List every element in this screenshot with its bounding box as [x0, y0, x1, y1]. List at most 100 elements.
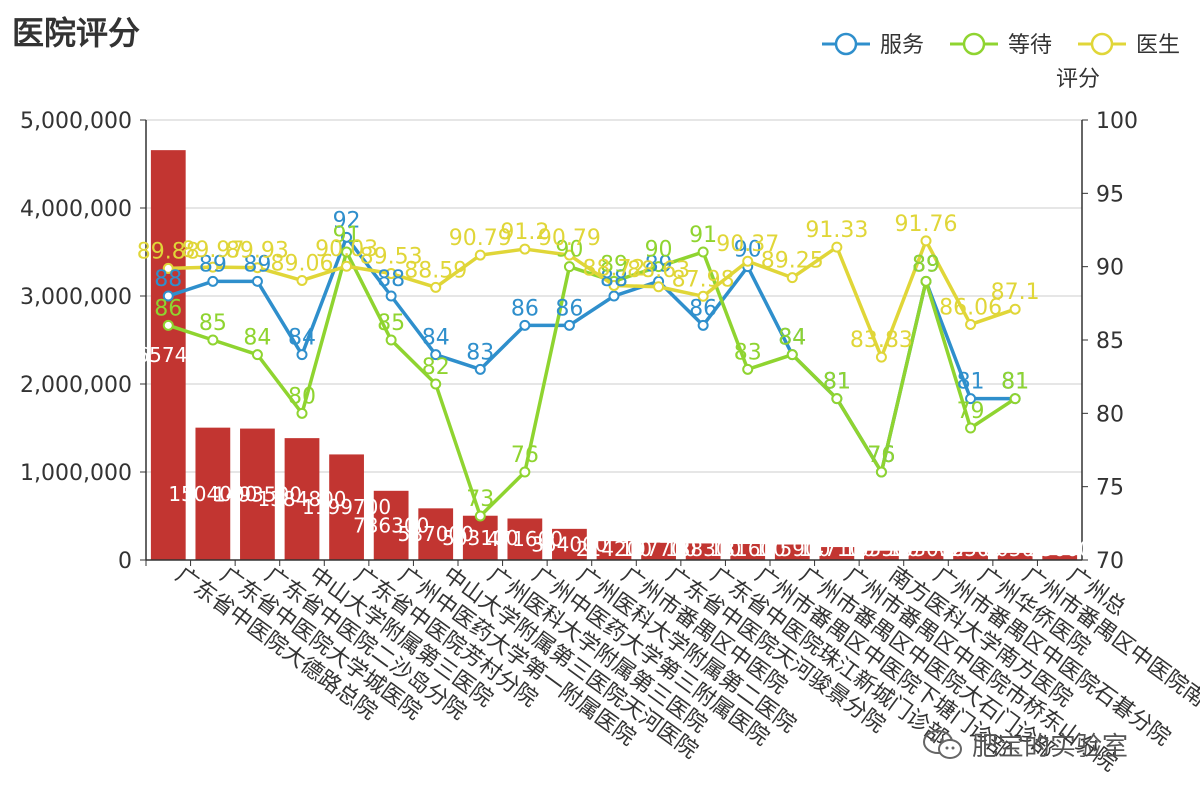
series-point-label: 89.97: [181, 238, 244, 263]
axes: 0 1,000,000 2,000,000 3,000,000 4,000,000 5,0…: [20, 67, 1138, 574]
bar-label: 55000: [1028, 537, 1092, 561]
series-point: [162, 290, 174, 302]
series-point: [519, 243, 531, 255]
series-point-label: 90.37: [716, 232, 779, 257]
y-tick-label: 1,000,000: [20, 461, 132, 486]
series-point: [207, 334, 219, 346]
series-point: [474, 363, 486, 375]
series-point: [474, 510, 486, 522]
series-point-label: 76: [867, 443, 895, 468]
y2-tick-label: 100: [1096, 109, 1138, 134]
series-point: [251, 262, 263, 274]
bar: [240, 428, 275, 560]
series-point-label: 90: [645, 238, 673, 263]
series-point: [251, 275, 263, 287]
y-tick-label: 2,000,000: [20, 373, 132, 398]
series-point-label: 89: [199, 252, 227, 277]
bar-label: 503100: [442, 526, 518, 550]
bar: [641, 542, 676, 560]
series-point-label: 86: [555, 296, 583, 321]
series-point: [697, 290, 709, 302]
bar: [819, 547, 855, 560]
y-tick-label: 4,000,000: [20, 197, 132, 222]
series-point: [162, 262, 174, 274]
page-title: 医院评分: [12, 14, 141, 52]
series-point: [653, 281, 665, 293]
series-point: [296, 274, 308, 286]
y2-tick-label: 95: [1096, 182, 1124, 207]
series-point-label: 88: [600, 267, 628, 292]
series-point-label: 85: [199, 311, 227, 336]
bar-label: 105500: [843, 537, 919, 561]
line-series: [162, 231, 1021, 522]
watermark: 肥宝的实验室: [922, 726, 1128, 763]
series-point: [965, 422, 977, 434]
series-point-label: 90: [555, 238, 583, 263]
bar-label: 587000: [398, 522, 474, 546]
series-point: [831, 241, 843, 253]
series-point-label: 87.1: [991, 280, 1040, 305]
series-point-label: 85: [377, 311, 405, 336]
y2-tick-label: 85: [1096, 329, 1124, 354]
series-point: [1009, 393, 1021, 405]
series-point-label: 89: [243, 252, 271, 277]
bar-label: 80500: [983, 537, 1047, 561]
series-point-label: 89.25: [761, 249, 824, 274]
series-point: [296, 407, 308, 419]
bar: [997, 552, 1033, 560]
series-point: [207, 275, 219, 287]
bar-label: 471600: [487, 527, 563, 551]
y-tick-label: 3,000,000: [20, 285, 132, 310]
bar-label: 214200: [576, 537, 652, 561]
series-point-label: 88: [377, 267, 405, 292]
series-point-label: 88.59: [404, 258, 467, 283]
bar-series: [150, 150, 1078, 560]
series-point: [653, 261, 665, 273]
series-point-label: 88: [154, 267, 182, 292]
series-point-label: 86: [511, 296, 539, 321]
bar: [864, 550, 899, 560]
series-point-label: 76: [867, 443, 895, 468]
bar: [373, 490, 409, 560]
watermark-text: 肥宝的实验室: [972, 732, 1129, 762]
series-point: [341, 246, 353, 258]
series-line: [167, 250, 1017, 518]
series-point-label: 86: [154, 296, 182, 321]
bar: [329, 454, 364, 560]
wechat-icon: [923, 729, 962, 759]
y2-tick-label: 75: [1096, 476, 1124, 501]
series-point: [831, 393, 843, 405]
series-point: [875, 466, 887, 478]
series-point-label: 84: [778, 326, 806, 351]
legend-marker: [1090, 32, 1114, 56]
series-point-label: 81: [1001, 370, 1029, 395]
series-point: [563, 261, 575, 273]
series-point: [786, 349, 798, 361]
legend: 服务 等待 医生: [822, 32, 1180, 58]
bar: [462, 515, 498, 560]
bar: [418, 508, 454, 560]
y-tick-label: 0: [118, 549, 132, 574]
bar-label: 1199700: [302, 495, 391, 519]
bar-label: 188300: [665, 537, 741, 561]
series-point-label: 86: [689, 296, 717, 321]
legend-marker: [962, 32, 986, 56]
series-point: [875, 351, 887, 363]
bar: [685, 543, 721, 560]
legend-label: 等待: [1008, 33, 1052, 58]
series-point: [385, 290, 397, 302]
series-point: [385, 268, 397, 280]
series-point-label: 84: [243, 326, 271, 351]
series-point: [563, 249, 575, 261]
series-point-label: 90.79: [538, 226, 601, 251]
series-point-label: 91: [689, 223, 717, 248]
series-point-label: 89.93: [226, 239, 289, 264]
series-point-label: 80: [288, 384, 316, 409]
series-point-label: 73: [466, 487, 494, 512]
series-point-label: 83.83: [850, 328, 913, 353]
series-point: [296, 349, 308, 361]
series-point-label: 81: [823, 370, 851, 395]
series-point: [920, 275, 932, 287]
series-point-label: 89.53: [360, 245, 423, 270]
